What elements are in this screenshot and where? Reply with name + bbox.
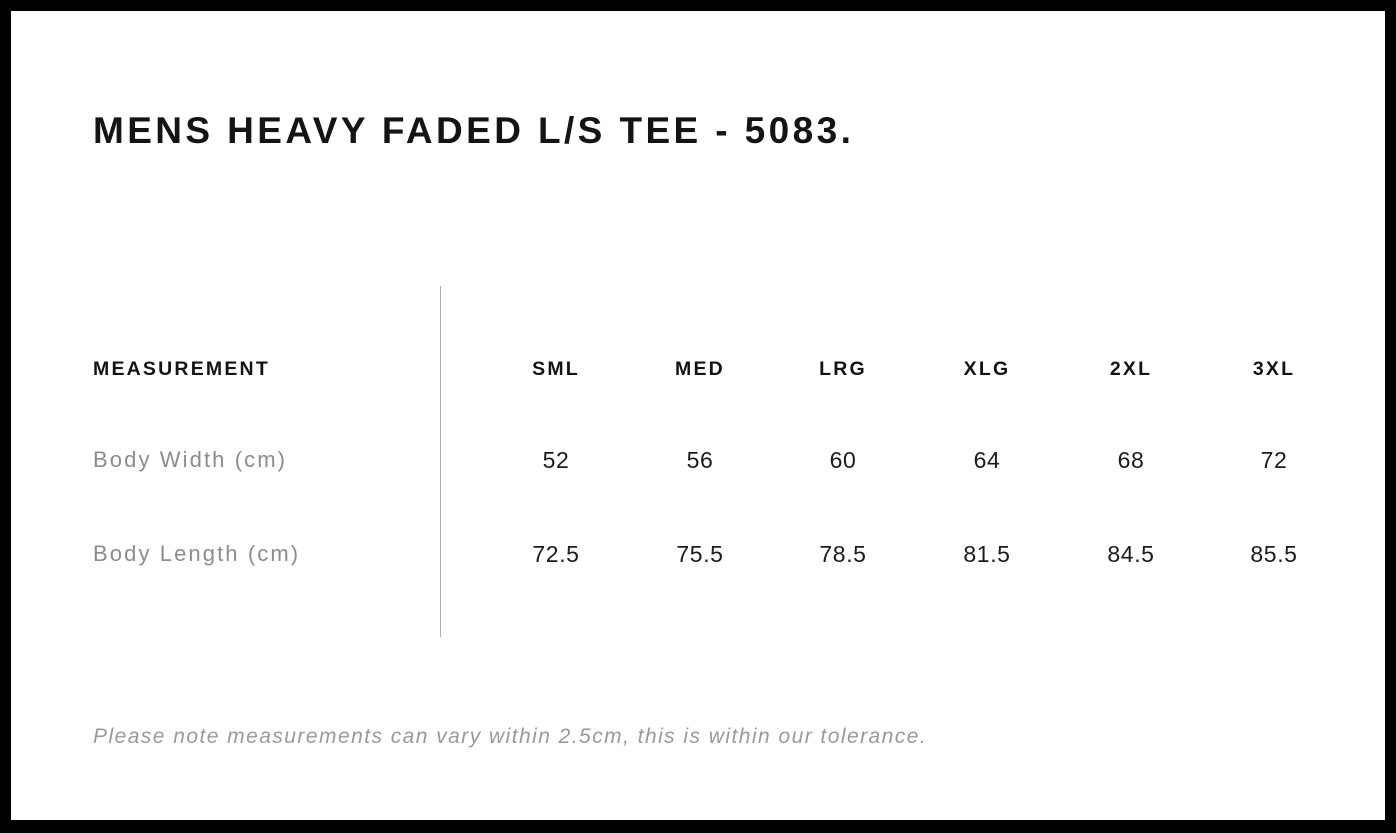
- tolerance-footnote: Please note measurements can vary within…: [93, 725, 928, 748]
- page-title: MENS HEAVY FADED L/S TEE - 5083.: [93, 110, 855, 151]
- table-header-row: MEASUREMENT SML MED LRG XLG 2XL 3XL: [11, 352, 1385, 386]
- cell-body-width-med: 56: [686, 447, 714, 473]
- table-row: Body Width (cm) 52 56 60 64 68 72: [11, 443, 1385, 477]
- column-divider: [440, 286, 441, 637]
- cell-body-width-lrg: 60: [829, 447, 857, 473]
- cell-body-width-sml: 52: [542, 447, 570, 473]
- cell-body-width-3xl: 72: [1260, 447, 1288, 473]
- size-chart-table: MEASUREMENT SML MED LRG XLG 2XL 3XL Body…: [11, 11, 1385, 820]
- column-header-2xl: 2XL: [1109, 358, 1153, 380]
- table-row: Body Length (cm) 72.5 75.5 78.5 81.5 84.…: [11, 537, 1385, 571]
- column-header-xlg: XLG: [963, 358, 1011, 380]
- cell-body-length-3xl: 85.5: [1250, 541, 1298, 567]
- row-label-body-length: Body Length (cm): [93, 541, 301, 566]
- cell-body-length-sml: 72.5: [532, 541, 580, 567]
- cell-body-length-2xl: 84.5: [1107, 541, 1155, 567]
- column-header-lrg: LRG: [819, 358, 867, 380]
- cell-body-length-xlg: 81.5: [963, 541, 1011, 567]
- cell-body-width-xlg: 64: [973, 447, 1001, 473]
- column-header-med: MED: [675, 358, 725, 380]
- cell-body-length-lrg: 78.5: [819, 541, 867, 567]
- column-header-measurement: MEASUREMENT: [93, 358, 270, 380]
- column-header-3xl: 3XL: [1252, 358, 1296, 380]
- column-header-sml: SML: [532, 358, 580, 380]
- cell-body-width-2xl: 68: [1117, 447, 1145, 473]
- cell-body-length-med: 75.5: [676, 541, 724, 567]
- row-label-body-width: Body Width (cm): [93, 447, 288, 472]
- size-chart-card: MENS HEAVY FADED L/S TEE - 5083. MEASURE…: [11, 11, 1385, 820]
